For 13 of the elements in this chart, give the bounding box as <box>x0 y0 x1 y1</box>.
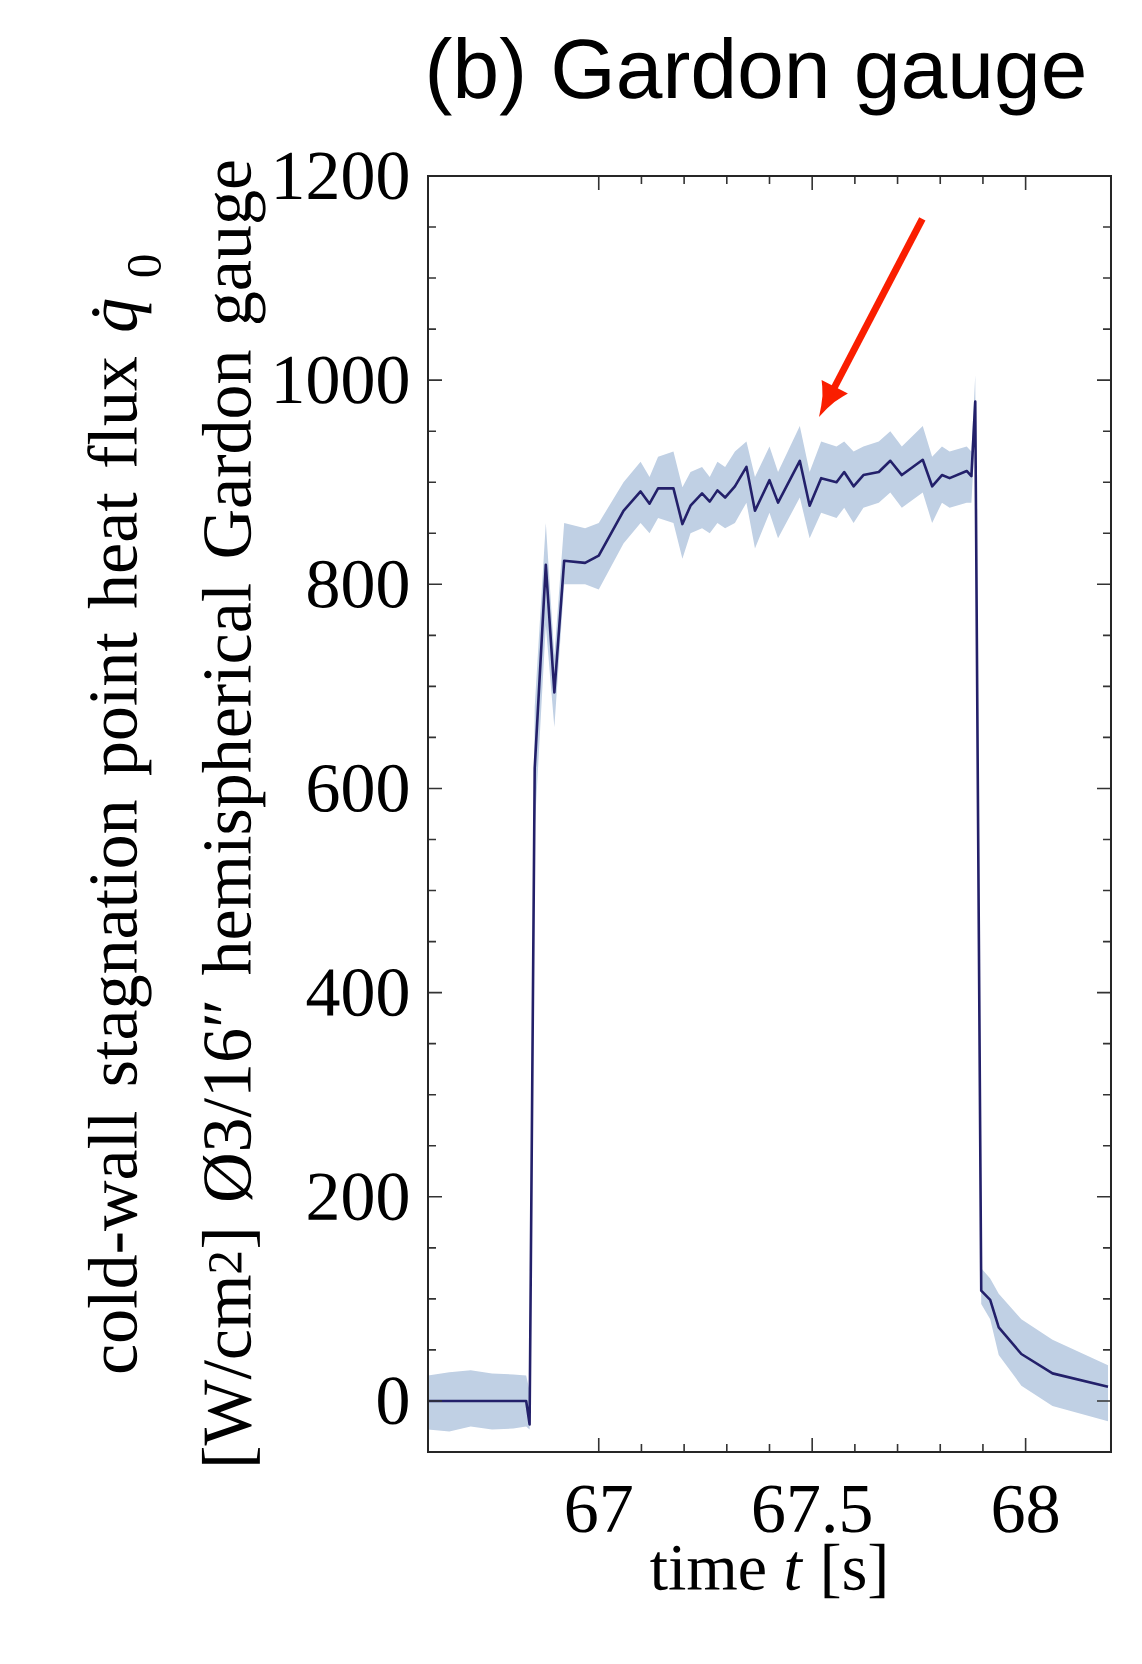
y-tick-label: 600 <box>308 764 408 813</box>
y-tick-label: 1000 <box>276 356 408 404</box>
text: cold-wall stagnation point heat flux q̇$_{0}$ [W/cm$^{2}$] Ø3/16″ hemispherical Gardon gauge <box>87 161 266 1464</box>
y-tick-label: 1200 <box>276 152 408 200</box>
x-tick-label: 68 <box>993 1485 1058 1533</box>
y-tick-label: 800 <box>308 560 408 608</box>
y-tick-label: 200 <box>308 1173 408 1221</box>
y-tick-label: 400 <box>306 969 408 1017</box>
y-tick-label: 0 <box>378 1377 408 1425</box>
chart-title: (b) Gardon gauge <box>429 37 1084 116</box>
x-tick-label: 67.5 <box>753 1485 871 1533</box>
x-axis-title: time t [s] <box>650 1543 885 1599</box>
x-tick-label: 67 <box>566 1485 632 1533</box>
